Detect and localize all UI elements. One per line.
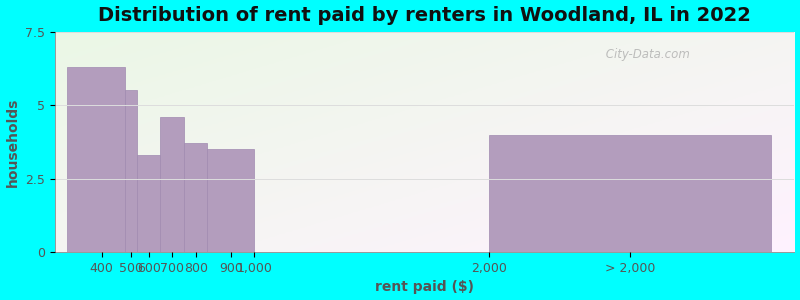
Bar bbox=[66, 67, 126, 252]
Bar bbox=[207, 149, 254, 252]
Text: City-Data.com: City-Data.com bbox=[602, 48, 690, 61]
Y-axis label: households: households bbox=[6, 97, 19, 187]
Bar bbox=[126, 91, 137, 252]
Bar bbox=[184, 143, 207, 252]
Bar bbox=[161, 117, 184, 252]
X-axis label: rent paid ($): rent paid ($) bbox=[375, 280, 474, 294]
Bar bbox=[137, 155, 161, 252]
Title: Distribution of rent paid by renters in Woodland, IL in 2022: Distribution of rent paid by renters in … bbox=[98, 6, 751, 25]
Bar bbox=[490, 135, 771, 252]
